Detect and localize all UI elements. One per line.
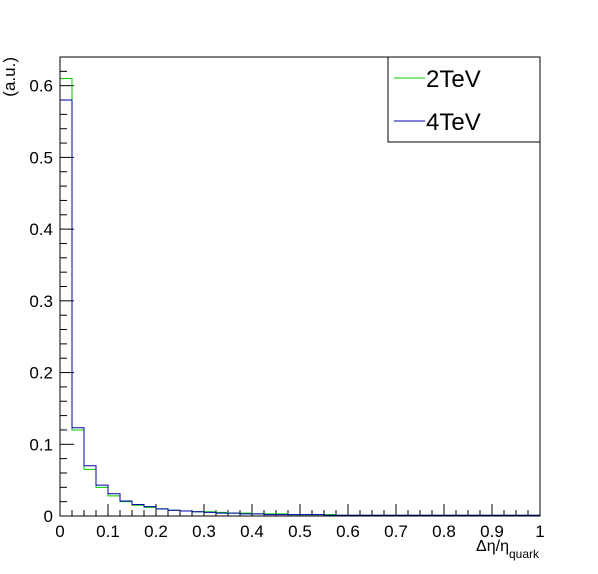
x-tick-label: 0 xyxy=(55,522,64,541)
x-tick-labels: 0 0.1 0.2 0.3 0.4 0.5 0.6 0.7 0.8 0.9 1 xyxy=(55,522,544,541)
y-tick-label: 0.6 xyxy=(29,77,53,96)
x-tick-label: 0.8 xyxy=(432,522,456,541)
x-tick-label: 0.4 xyxy=(240,522,264,541)
y-tick-label: 0.4 xyxy=(29,220,53,239)
x-tick-label: 0.7 xyxy=(384,522,408,541)
y-tick-label: 0.3 xyxy=(29,292,53,311)
y-tick-label: 0.2 xyxy=(29,364,53,383)
y-axis-label: (a.u.) xyxy=(0,57,19,97)
x-tick-label: 0.2 xyxy=(144,522,168,541)
series-layer xyxy=(59,78,541,516)
x-tick-label: 0.1 xyxy=(96,522,120,541)
y-tick-label: 0 xyxy=(44,507,53,526)
y-tick-label: 0.5 xyxy=(29,148,53,167)
x-tick-label: 0.6 xyxy=(336,522,360,541)
x-tick-label: 0.3 xyxy=(192,522,216,541)
x-axis-label-subscript: quark xyxy=(509,547,540,561)
y-tick-labels: 0 0.1 0.2 0.3 0.4 0.5 0.6 xyxy=(29,77,53,526)
x-tick-label: 0.5 xyxy=(288,522,312,541)
legend: 2TeV 4TeV xyxy=(387,56,541,143)
x-axis-label-main: Δη/η xyxy=(476,538,509,555)
series-line-4tev xyxy=(59,99,541,516)
x-axis-label: Δη/ηquark xyxy=(476,538,540,561)
legend-label-4tev: 4TeV xyxy=(426,109,481,136)
x-tick-label: 1 xyxy=(535,522,544,541)
legend-box xyxy=(387,56,541,143)
legend-label-2tev: 2TeV xyxy=(426,66,481,93)
y-tick-label: 0.1 xyxy=(29,435,53,454)
plot-frame xyxy=(59,56,541,517)
x-tick-label: 0.9 xyxy=(480,522,504,541)
